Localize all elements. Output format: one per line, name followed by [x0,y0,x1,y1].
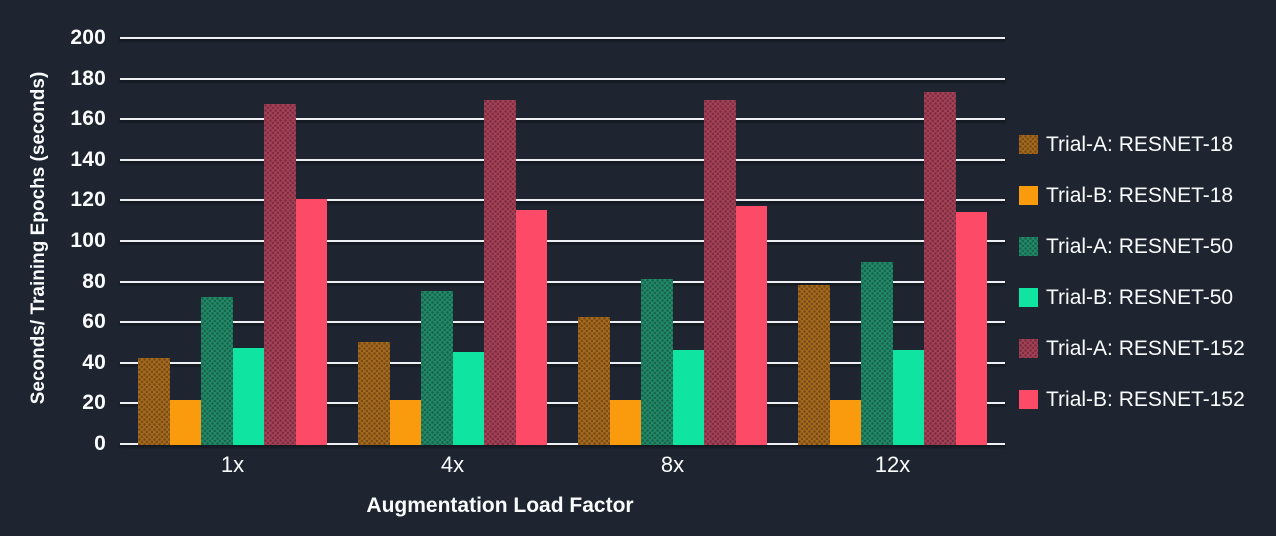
bar [578,317,610,445]
y-tick-label: 0 [94,432,106,455]
legend-item: Trial-A: RESNET-50 [1019,234,1245,258]
legend-swatch-icon [1019,135,1038,154]
bar-group-1x [138,35,327,445]
bar [924,91,956,445]
bar [798,284,830,445]
bar [735,205,767,445]
gridline [120,402,1005,405]
bar [264,104,296,445]
bar [955,211,987,445]
gridline [120,361,1005,364]
bar [609,400,641,445]
legend-item: Trial-B: RESNET-18 [1019,183,1245,207]
legend-label: Trial-B: RESNET-50 [1046,285,1234,309]
bar [672,349,704,445]
legend-swatch-icon [1019,186,1038,205]
y-tick-label: 200 [70,26,106,49]
y-tick-label: 140 [70,147,106,171]
x-axis-tick-labels: 1x 4x 8x 12x [120,452,1005,482]
legend-swatch-icon [1019,339,1038,358]
legend-item: Trial-A: RESNET-152 [1019,336,1245,360]
bar [704,99,736,445]
bar [138,357,170,445]
x-tick-label: 4x [440,452,465,477]
legend-label: Trial-A: RESNET-18 [1046,132,1234,156]
legend: Trial-A: RESNET-18 Trial-B: RESNET-18 Tria… [1019,132,1245,411]
bar [295,199,327,445]
y-tick-label: 120 [70,188,106,212]
bar [892,349,924,445]
legend-item: Trial-B: RESNET-152 [1019,387,1245,411]
x-tick-label: 12x [874,452,911,477]
bar [389,400,421,445]
bar [515,209,547,445]
y-tick-label: 180 [70,66,106,90]
bar [421,290,453,445]
legend-label: Trial-B: RESNET-152 [1046,387,1245,411]
bar [358,341,390,445]
gridline [120,158,1005,161]
gridline [120,199,1005,202]
y-tick-label: 160 [70,107,106,131]
legend-label: Trial-A: RESNET-50 [1046,234,1234,258]
gridline [120,280,1005,283]
gridline [120,443,1005,445]
gridline [120,240,1005,242]
bar [829,400,861,445]
x-axis-title: Augmentation Load Factor [366,494,634,517]
bar-group-4x [358,35,547,445]
legend-swatch-icon [1019,237,1038,256]
y-tick-label: 80 [82,269,106,293]
y-tick-label: 60 [82,310,106,334]
bar-group-12x [798,35,987,445]
gridline [120,37,1005,39]
legend-swatch-icon [1019,390,1038,409]
legend-item: Trial-A: RESNET-18 [1019,132,1245,156]
bar [201,296,233,445]
plot-area [120,35,1005,445]
bar [641,278,673,445]
legend-item: Trial-B: RESNET-50 [1019,285,1245,309]
bar [232,347,264,445]
y-tick-label: 20 [82,391,106,415]
bar [452,351,484,445]
bar [484,99,516,445]
legend-label: Trial-B: RESNET-18 [1046,183,1234,207]
legend-swatch-icon [1019,288,1038,307]
bar [169,400,201,445]
y-tick-label: 100 [70,229,106,252]
gridline [120,77,1005,80]
x-tick-label: 8x [660,452,685,477]
bar [861,262,893,445]
bars-layer [120,35,1005,445]
gridline [120,321,1005,324]
y-tick-label: 40 [82,350,106,374]
y-axis-tick-labels: 0 20 40 60 80 100 120 140 160 180 200 [0,27,106,455]
x-tick-label: 1x [220,452,245,477]
gridline [120,118,1005,121]
bar-group-8x [578,35,767,445]
legend-label: Trial-A: RESNET-152 [1046,336,1245,360]
